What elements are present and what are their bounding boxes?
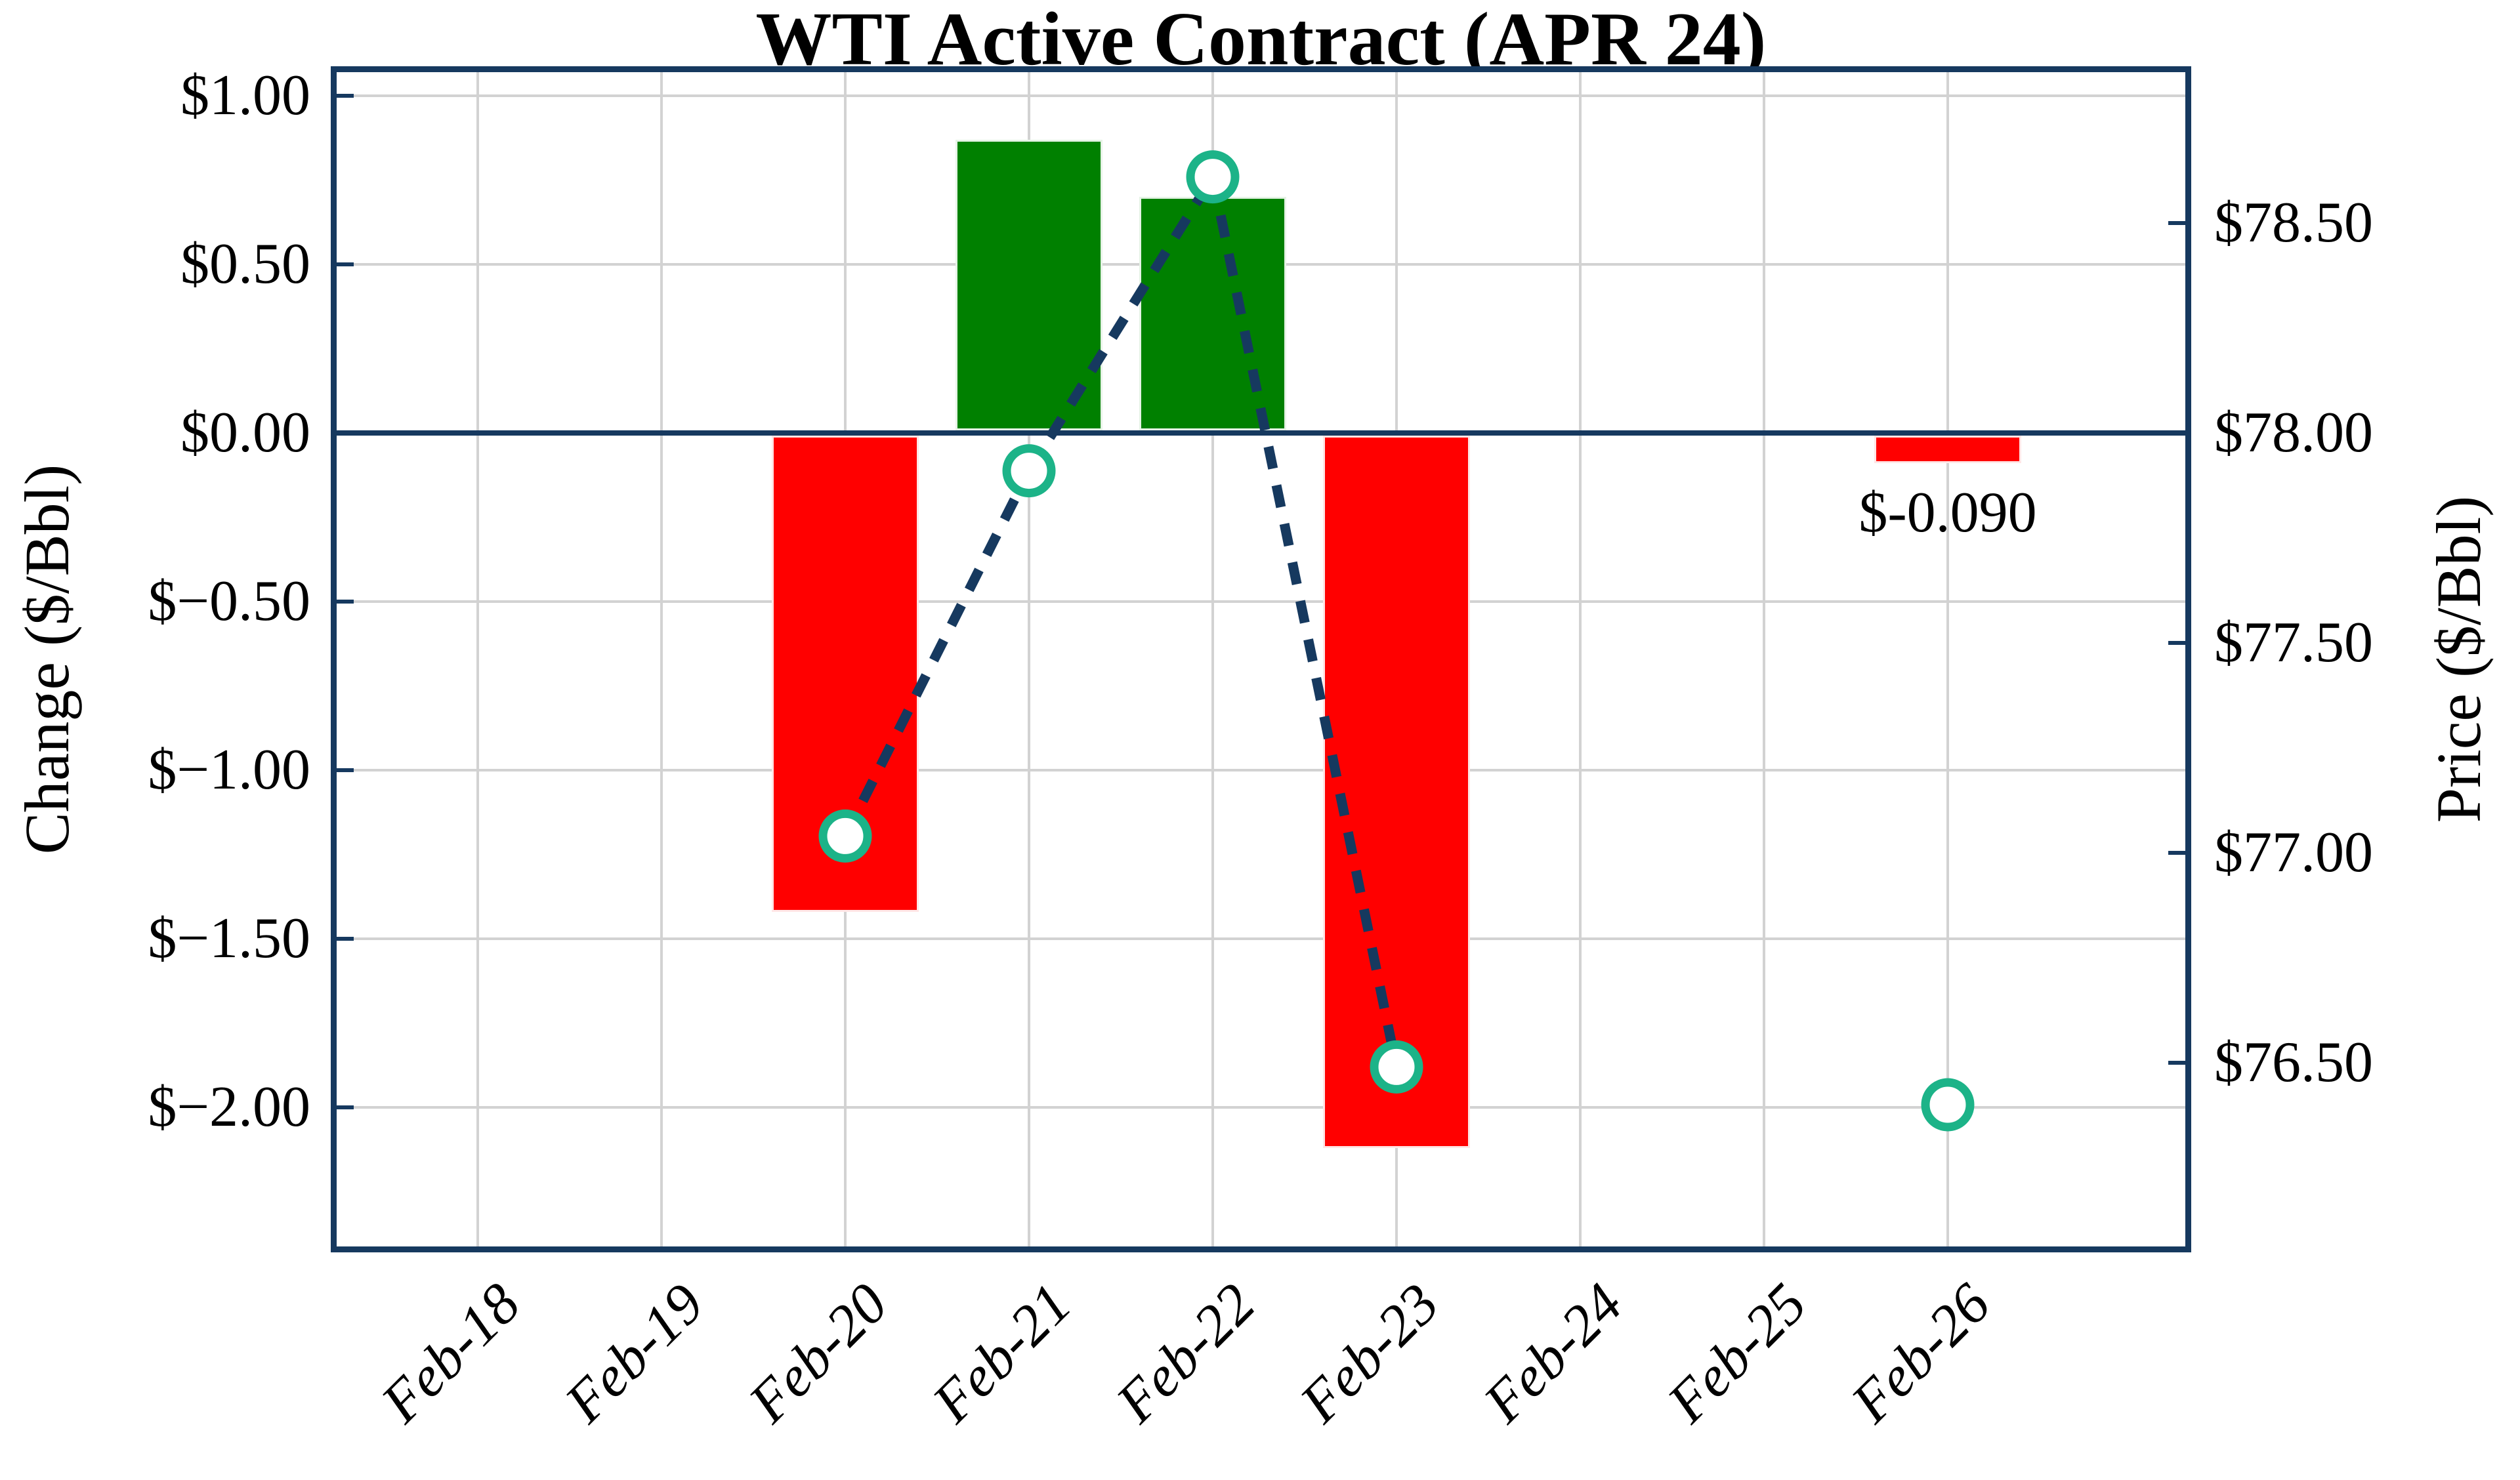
left-tick-mark (337, 768, 354, 772)
right-tick-label: $76.50 (2214, 1031, 2373, 1094)
v-gridline (1579, 72, 1582, 1246)
left-tick-mark (337, 937, 354, 941)
h-gridline (337, 600, 2185, 603)
right-tick-label: $78.00 (2214, 401, 2373, 464)
bar-negative (1323, 435, 1470, 1148)
v-gridline (1946, 72, 1949, 1246)
left-tick-label: $−1.00 (148, 738, 310, 802)
left-tick-label: $0.00 (180, 400, 310, 464)
v-gridline (476, 72, 479, 1246)
top-spine (331, 66, 2191, 72)
left-tick-mark (337, 262, 354, 266)
bar-value-annotation: $-0.090 (1858, 481, 2037, 545)
left-tick-mark (337, 93, 354, 98)
zero-line (337, 430, 2185, 436)
left-tick-label: $−1.50 (148, 907, 310, 970)
chart-title: WTI Active Contract (APR 24) (755, 0, 1767, 81)
left-tick-label: $1.00 (180, 63, 310, 127)
h-gridline (337, 1106, 2185, 1109)
right-tick-label: $77.00 (2214, 821, 2373, 884)
right-tick-mark (2168, 641, 2185, 645)
left-tick-label: $0.50 (180, 232, 310, 296)
left-tick-mark (337, 600, 354, 604)
right-tick-mark (2168, 431, 2185, 435)
h-gridline (337, 769, 2185, 771)
bottom-spine (331, 1246, 2191, 1252)
right-tick-label: $78.50 (2214, 191, 2373, 255)
left-tick-label: $−0.50 (148, 569, 310, 633)
h-gridline (337, 94, 2185, 97)
right-tick-mark (2168, 1061, 2185, 1065)
left-tick-label: $−2.00 (148, 1075, 310, 1140)
right-tick-mark (2168, 221, 2185, 225)
bar-negative (1874, 435, 2021, 464)
v-gridline (660, 72, 663, 1246)
h-gridline (337, 937, 2185, 940)
bar-positive (1139, 197, 1286, 430)
left-spine (331, 66, 337, 1252)
right-tick-mark (2168, 851, 2185, 855)
right-tick-label: $77.50 (2214, 611, 2373, 674)
right-spine (2185, 66, 2191, 1252)
bar-positive (956, 139, 1102, 430)
bar-negative (772, 435, 919, 912)
v-gridline (1763, 72, 1765, 1246)
left-tick-mark (337, 1105, 354, 1110)
x-tick-label: Feb-26 (1839, 1271, 2003, 1435)
